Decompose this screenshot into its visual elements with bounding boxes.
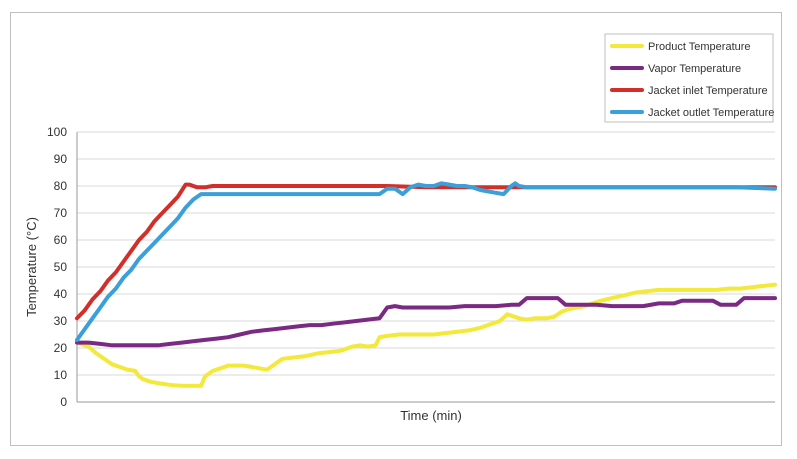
legend-label-1: Product Temperature — [648, 41, 751, 53]
y-tick-label-30: 30 — [54, 314, 68, 328]
series-line-2 — [75, 296, 777, 348]
y-tick-labels: 0 10 20 30 40 50 60 70 80 90 100 — [47, 125, 67, 409]
x-axis-title: Time (min) — [400, 408, 462, 423]
y-axis-title: Temperature (°C) — [24, 217, 39, 317]
gridlines — [77, 131, 775, 376]
y-tick-label-10: 10 — [54, 368, 68, 382]
axes — [76, 132, 775, 403]
y-tick-label-60: 60 — [54, 233, 68, 247]
y-tick-label-90: 90 — [54, 152, 68, 166]
series-lines — [75, 181, 777, 388]
y-tick-label-40: 40 — [54, 287, 68, 301]
legend-label-4: Jacket outlet Temperature — [648, 107, 774, 119]
series-line-3 — [75, 182, 777, 321]
y-tick-label-80: 80 — [54, 179, 68, 193]
y-tick-label-100: 100 — [47, 125, 67, 139]
series-line-4 — [75, 181, 777, 342]
series-line-1 — [75, 282, 777, 388]
legend: Product Temperature Vapor Temperature Jack… — [604, 33, 774, 123]
legend-label-3: Jacket inlet Temperature — [648, 85, 768, 97]
y-tick-label-70: 70 — [54, 206, 68, 220]
legend-box — [604, 33, 774, 123]
y-tick-label-0: 0 — [60, 395, 67, 409]
y-tick-label-50: 50 — [54, 260, 68, 274]
legend-label-2: Vapor Temperature — [648, 63, 741, 75]
y-tick-label-20: 20 — [54, 341, 68, 355]
